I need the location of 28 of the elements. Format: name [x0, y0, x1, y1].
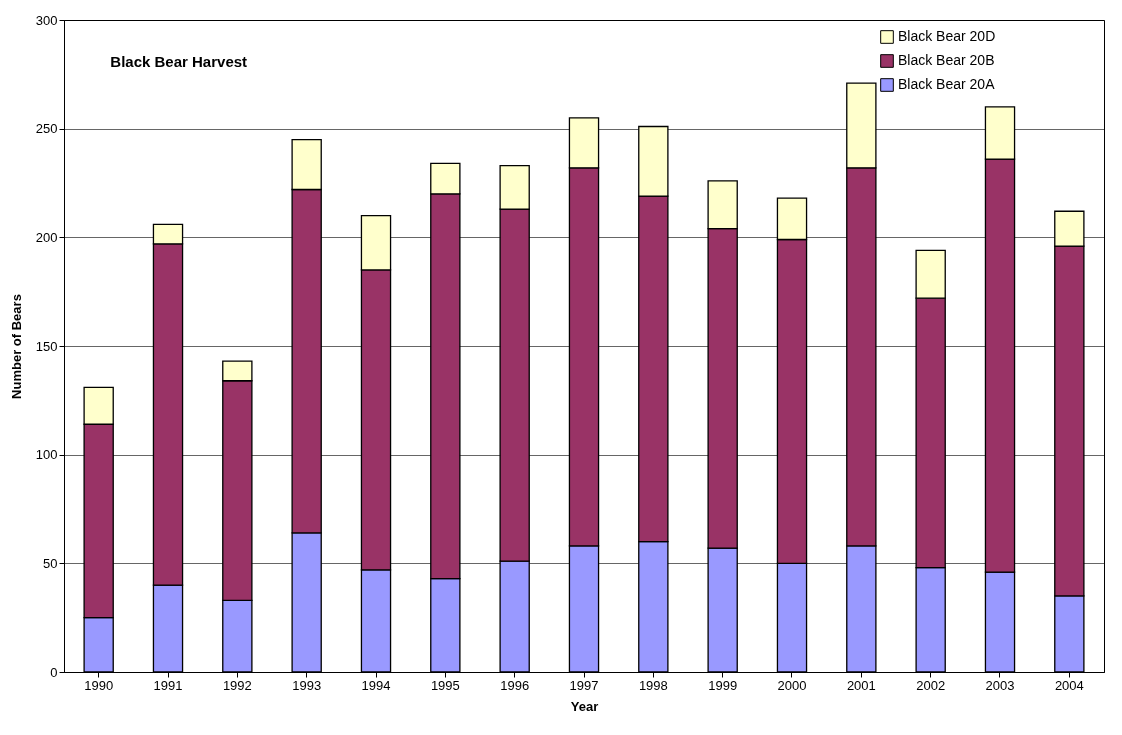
legend-label: Black Bear 20B	[898, 52, 995, 68]
y-tick-label: 250	[35, 121, 58, 137]
y-tick-label: 300	[35, 12, 58, 28]
x-tick-label: 2001	[846, 677, 876, 693]
y-tick-label: 100	[35, 447, 58, 463]
y-axis-title: Number of Bears	[8, 294, 24, 399]
x-tick-label: 1991	[153, 677, 183, 693]
legend-label: Black Bear 20D	[898, 28, 996, 44]
y-tick-label: 50	[43, 555, 58, 571]
x-tick-label: 1994	[361, 677, 391, 693]
x-axis-title: Year	[570, 698, 599, 714]
x-tick-label: 1995	[430, 677, 460, 693]
x-tick-label: 2000	[777, 677, 807, 693]
x-tick-label: 1996	[500, 677, 530, 693]
x-tick-label: 1990	[84, 677, 114, 693]
legend-label: Black Bear 20A	[898, 76, 996, 92]
x-tick-label: 1992	[222, 677, 252, 693]
x-tick-label: 1998	[638, 677, 668, 693]
x-tick-label: 1999	[708, 677, 738, 693]
y-tick-label: 0	[50, 664, 58, 680]
text: Black Bear Harvest	[110, 53, 248, 70]
y-tick-label: 200	[35, 229, 58, 245]
x-tick-label: 2003	[985, 677, 1015, 693]
x-tick-label: 2002	[916, 677, 946, 693]
y-tick-label: 150	[35, 338, 58, 354]
x-tick-label: 1997	[569, 677, 599, 693]
x-tick-label: 1993	[292, 677, 322, 693]
x-tick-label: 2004	[1054, 677, 1084, 693]
